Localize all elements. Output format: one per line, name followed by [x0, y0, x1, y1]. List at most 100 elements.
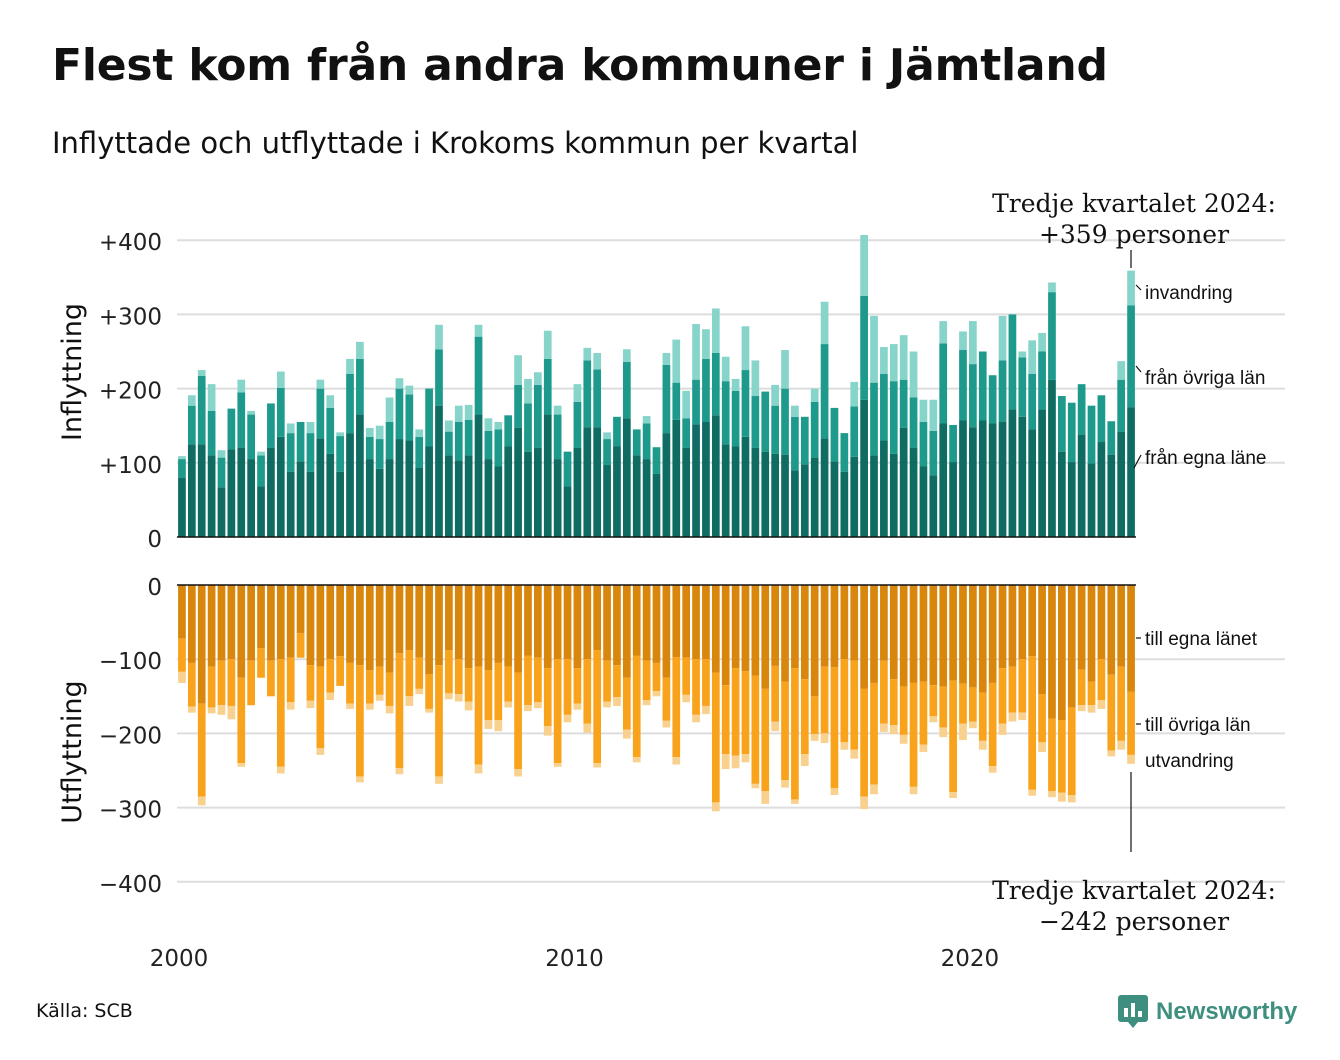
bar-in-other-county [514, 384, 522, 428]
bar-in-immigration [207, 384, 216, 411]
bar-out-other-county [949, 680, 957, 793]
bar-in-own-county [276, 436, 285, 537]
bar-in-immigration [187, 395, 196, 406]
bar-out-other-county [889, 679, 898, 726]
bar-out-own-county [573, 585, 582, 669]
bar-out-emigration [761, 791, 770, 804]
bar-in-own-county [702, 421, 710, 537]
bar-out-own-county [1097, 585, 1106, 660]
bar-in-other-county [276, 387, 285, 437]
bar-out-emigration [316, 748, 325, 755]
bar-out-own-county [365, 585, 374, 671]
bar-out-emigration [1077, 705, 1086, 712]
bar-out-own-county [702, 585, 710, 660]
bar-out-emigration [464, 701, 473, 711]
bottom-series-label: till övriga län [1145, 715, 1251, 736]
bar-in-immigration [751, 360, 760, 397]
bar-out-own-county [197, 585, 206, 704]
bar-out-own-county [731, 585, 740, 669]
bar-out-other-county [959, 683, 967, 724]
bar-in-own-county [336, 471, 344, 537]
bar-out-own-county [257, 585, 265, 649]
x-tick-label: 2000 [150, 946, 209, 972]
bar-out-other-county [534, 657, 542, 703]
bar-out-other-county [988, 682, 997, 767]
bar-in-immigration [553, 405, 562, 415]
brand-name: Newsworthy [1156, 998, 1298, 1025]
bar-out-emigration [721, 754, 730, 770]
bar-in-own-county [573, 447, 582, 537]
bar-out-other-county [395, 653, 404, 769]
bar-out-emigration [919, 744, 928, 752]
bar-in-other-county [800, 416, 809, 465]
bar-out-own-county [267, 585, 275, 661]
bar-out-other-county [1048, 718, 1056, 792]
bar-in-other-county [880, 373, 888, 441]
bar-out-emigration [553, 763, 562, 767]
bar-in-own-county [296, 461, 305, 537]
bar-out-own-county [296, 585, 305, 634]
brand-logo[interactable]: Newsworthy [1118, 995, 1298, 1028]
top-axis-title: Inflyttning [57, 303, 88, 441]
bar-out-own-county [464, 585, 473, 669]
bar-in-other-county [1107, 421, 1116, 455]
bar-out-own-county [247, 585, 255, 661]
bar-in-own-county [860, 399, 868, 537]
bar-out-emigration [830, 788, 839, 795]
bar-out-own-county [929, 585, 938, 686]
bar-out-emigration [949, 792, 957, 798]
chart-subtitle: Inflyttade och utflyttade i Krokoms komm… [52, 126, 859, 160]
bar-out-other-county [573, 668, 582, 704]
bar-in-other-county [286, 433, 295, 472]
bar-in-own-county [603, 465, 611, 537]
bar-in-other-county [445, 431, 453, 456]
bar-in-own-county [840, 471, 849, 537]
bar-in-immigration [929, 399, 938, 431]
bar-out-own-county [969, 585, 977, 688]
bar-out-own-county [494, 585, 503, 663]
bar-in-other-county [405, 394, 414, 441]
bar-in-own-county [267, 447, 275, 537]
bar-in-own-county [810, 457, 819, 537]
bar-out-other-county [365, 670, 374, 704]
bar-out-own-county [217, 585, 226, 661]
bar-in-own-county [751, 447, 760, 537]
bar-in-own-county [316, 438, 325, 537]
bar-in-immigration [445, 420, 453, 432]
bar-in-own-county [978, 420, 987, 537]
bar-out-emigration [909, 786, 918, 795]
bar-out-other-county [563, 659, 572, 715]
bar-out-other-county [237, 677, 246, 764]
bar-in-other-county [425, 388, 433, 447]
bar-out-other-county [1127, 691, 1135, 755]
bar-out-other-county [632, 655, 641, 758]
bar-out-other-county [919, 681, 928, 745]
bar-in-own-county [1117, 431, 1126, 537]
bar-out-emigration [781, 780, 789, 788]
bar-out-own-county [870, 585, 878, 683]
bar-in-own-county [286, 471, 295, 537]
bar-in-immigration [1117, 361, 1126, 380]
bar-out-own-county [1028, 585, 1037, 657]
bar-out-other-county [1087, 681, 1096, 706]
bar-in-immigration [820, 301, 829, 345]
bar-in-other-county [217, 457, 226, 488]
x-tick-label: 2020 [941, 946, 1000, 972]
bar-in-immigration [1028, 340, 1037, 374]
bar-out-emigration [682, 694, 691, 703]
bar-in-immigration [998, 315, 1007, 361]
bar-in-other-county [563, 451, 572, 487]
bar-in-other-county [306, 433, 315, 472]
bar-out-other-county [257, 648, 265, 678]
bar-in-own-county [306, 471, 315, 537]
bar-out-emigration [632, 757, 641, 763]
bar-out-own-county [553, 585, 562, 660]
bar-out-emigration [445, 693, 453, 700]
bar-out-emigration [593, 763, 602, 768]
bar-out-own-county [1008, 585, 1017, 667]
chart-title: Flest kom från andra kommuner i Jämtland [52, 40, 1108, 91]
bar-out-own-county [939, 585, 948, 687]
bar-out-other-county [939, 686, 948, 728]
bar-out-emigration [1117, 740, 1126, 750]
bar-in-other-county [662, 364, 671, 434]
